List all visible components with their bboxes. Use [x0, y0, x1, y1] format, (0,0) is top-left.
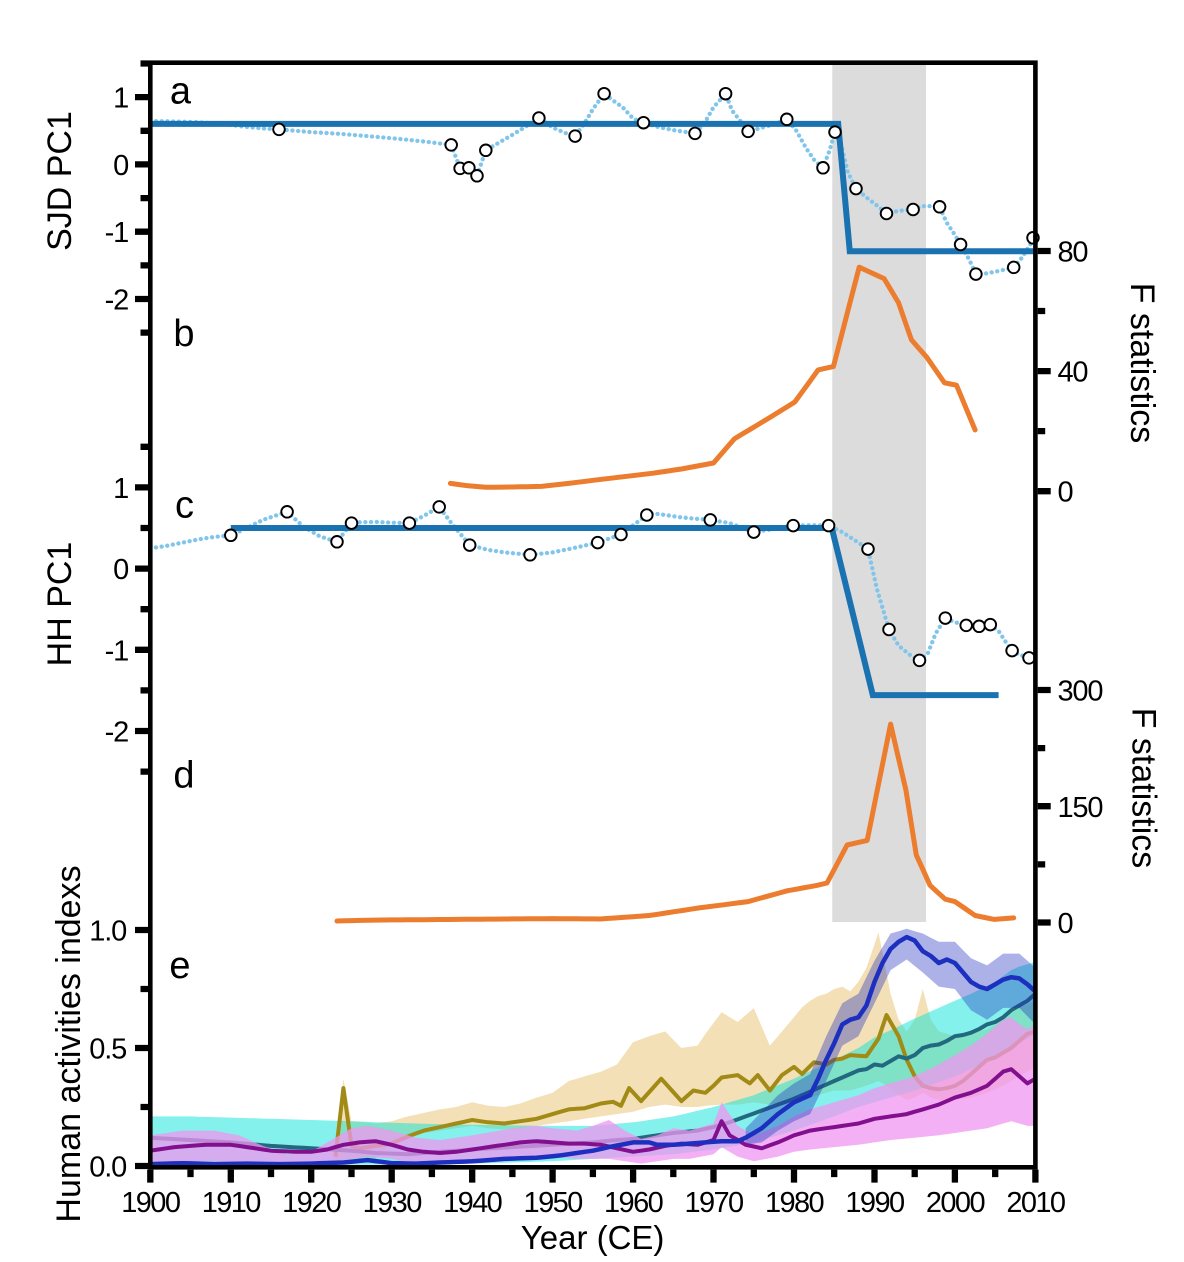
svg-text:80: 80 [1058, 237, 1088, 269]
svg-text:1900: 1900 [121, 1187, 180, 1219]
svg-text:1.0: 1.0 [89, 916, 126, 948]
svg-text:0: 0 [1058, 908, 1073, 940]
svg-text:-1: -1 [105, 217, 128, 249]
svg-text:b: b [173, 313, 194, 355]
svg-text:1910: 1910 [202, 1187, 261, 1219]
svg-text:HH PC1: HH PC1 [41, 542, 79, 667]
svg-text:SJD PC1: SJD PC1 [41, 111, 79, 251]
svg-text:1990: 1990 [845, 1187, 904, 1219]
svg-text:0: 0 [113, 150, 128, 182]
svg-text:1980: 1980 [765, 1187, 824, 1219]
svg-text:1950: 1950 [524, 1187, 583, 1219]
svg-text:0: 0 [1058, 477, 1073, 509]
svg-text:40: 40 [1058, 357, 1088, 389]
svg-text:F statistics: F statistics [1125, 708, 1163, 869]
svg-text:-1: -1 [105, 635, 128, 667]
svg-text:1970: 1970 [684, 1187, 743, 1219]
svg-text:1960: 1960 [604, 1187, 663, 1219]
svg-text:1940: 1940 [443, 1187, 502, 1219]
svg-text:300: 300 [1058, 676, 1103, 708]
svg-text:Year (CE): Year (CE) [521, 1219, 665, 1256]
svg-text:F statistics: F statistics [1123, 283, 1161, 444]
svg-text:-2: -2 [105, 285, 128, 317]
svg-text:2010: 2010 [1006, 1187, 1065, 1219]
svg-text:a: a [170, 71, 192, 113]
svg-text:-2: -2 [105, 717, 128, 749]
svg-text:1: 1 [113, 473, 128, 505]
svg-text:e: e [169, 945, 190, 987]
svg-text:0: 0 [113, 554, 128, 586]
svg-text:d: d [173, 755, 194, 797]
svg-text:1: 1 [113, 83, 128, 115]
svg-text:2000: 2000 [926, 1187, 985, 1219]
svg-text:Human activities indexs: Human activities indexs [50, 865, 88, 1222]
svg-text:1930: 1930 [363, 1187, 422, 1219]
svg-text:1920: 1920 [282, 1187, 341, 1219]
svg-text:c: c [175, 485, 194, 527]
svg-text:0.0: 0.0 [89, 1152, 126, 1184]
svg-text:150: 150 [1058, 792, 1103, 824]
svg-text:0.5: 0.5 [89, 1034, 126, 1066]
